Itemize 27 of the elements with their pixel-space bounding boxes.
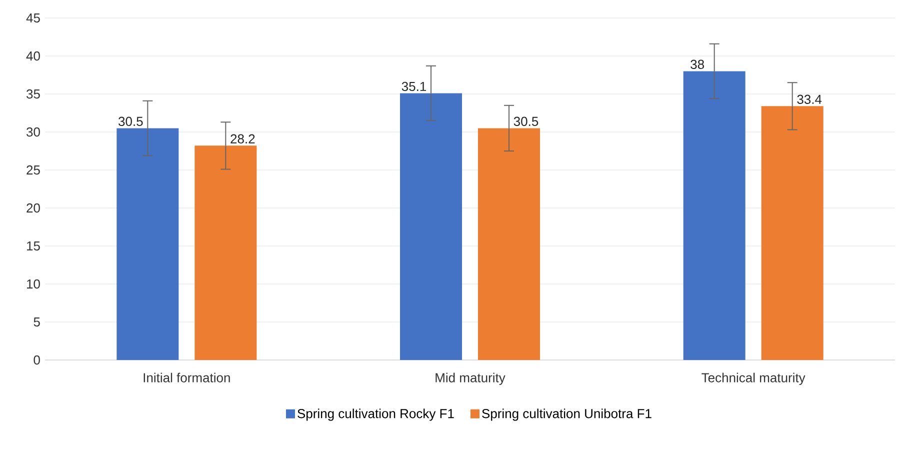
bar (683, 71, 746, 360)
y-tick-label: 10 (27, 279, 40, 289)
x-tick-label: Mid maturity (436, 372, 506, 385)
data-label: 28.2 (230, 134, 255, 144)
data-label: 30.5 (514, 116, 538, 126)
data-label: 38 (690, 60, 704, 69)
legend-label: Spring cultivation Rocky F1 (298, 408, 454, 421)
bar (116, 128, 179, 360)
y-tick-label: 15 (27, 241, 40, 251)
data-label: 33.4 (797, 94, 822, 104)
data-label: 30.5 (118, 116, 143, 126)
bar (194, 146, 257, 360)
y-tick-label: 35 (26, 89, 40, 99)
y-tick-label: 20 (26, 203, 40, 213)
legend-label: Spring cultivation Unibotra F1 (482, 408, 652, 421)
y-tick-label: 45 (26, 13, 40, 23)
y-tick-label: 40 (26, 51, 40, 61)
x-tick-label: Technical maturity (702, 372, 806, 385)
data-label: 35.1 (402, 82, 426, 92)
x-tick-label: Initial formation (144, 372, 230, 382)
bar (761, 106, 824, 360)
bar (400, 93, 462, 360)
y-tick-label: 5 (34, 317, 40, 327)
y-tick-label: 30 (26, 127, 40, 137)
bar (478, 128, 540, 360)
y-tick-label: 0 (34, 355, 40, 365)
y-tick-label: 25 (26, 165, 40, 175)
